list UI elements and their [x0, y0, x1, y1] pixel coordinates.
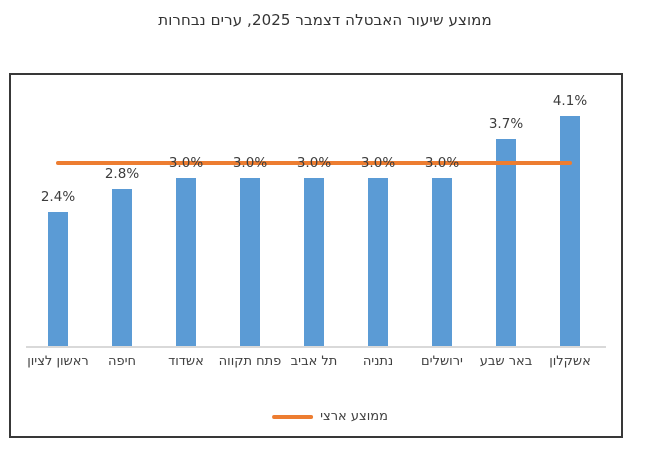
legend-label: ממוצע ארצי [320, 409, 388, 424]
bar [112, 189, 132, 346]
bar [176, 178, 196, 346]
bar-value-label: 3.7% [488, 116, 524, 132]
x-axis-label: אשקלון [549, 354, 591, 369]
bar-value-label: 2.8% [104, 166, 140, 182]
x-axis-label: פתח תקווה [218, 354, 282, 369]
x-axis-label: אשדוד [168, 354, 204, 369]
bar-value-label: 4.1% [552, 93, 588, 109]
bar-value-label: 2.4% [40, 189, 76, 205]
bar-value-label: 3.0% [424, 155, 460, 171]
bar [240, 178, 260, 346]
bar-value-label: 3.0% [360, 155, 396, 171]
x-axis-label: ראשון לציון [27, 354, 89, 369]
bar-value-label: 3.0% [232, 155, 268, 171]
bar [560, 116, 580, 346]
bar [304, 178, 324, 346]
x-axis-line [26, 346, 606, 348]
x-axis-label: חיפה [107, 354, 136, 369]
bar [496, 139, 516, 346]
national-average-line [56, 161, 572, 165]
x-axis-label: תל אביב [290, 354, 338, 369]
bar [368, 178, 388, 346]
bar-value-label: 3.0% [168, 155, 204, 171]
x-axis-label: ירושלים [421, 354, 463, 369]
legend: ממוצע ארצי [272, 409, 388, 425]
x-axis-label: נתניה [362, 354, 394, 369]
bar-value-label: 3.0% [296, 155, 332, 171]
x-axis-label: באר שבע [479, 354, 533, 369]
legend-line-swatch [272, 415, 314, 419]
chart-title: ממוצע שיעור האבטלה דצמבר 2025, ערים נבחר… [158, 11, 492, 29]
bar [432, 178, 452, 346]
bar [48, 212, 68, 346]
